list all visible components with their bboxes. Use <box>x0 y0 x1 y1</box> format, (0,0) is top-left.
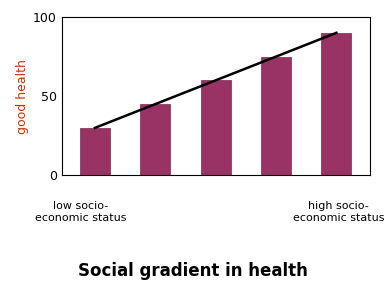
Y-axis label: good health: good health <box>16 59 29 134</box>
Text: low socio-
economic status: low socio- economic status <box>35 201 127 222</box>
Bar <box>321 33 352 175</box>
Bar <box>140 104 170 175</box>
Text: high socio-
economic status: high socio- economic status <box>293 201 385 222</box>
Bar <box>201 80 231 175</box>
Bar <box>80 128 110 175</box>
Bar <box>261 57 291 175</box>
Text: Social gradient in health: Social gradient in health <box>77 262 308 280</box>
